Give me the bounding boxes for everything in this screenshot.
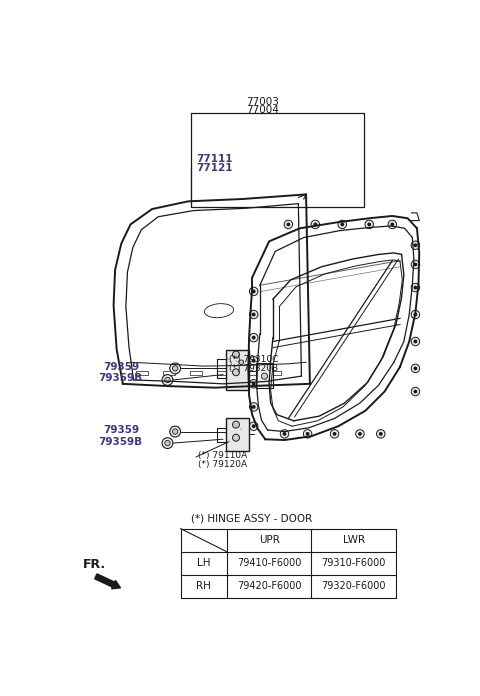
Text: 77121: 77121 xyxy=(196,164,232,173)
Circle shape xyxy=(252,290,256,293)
Bar xyxy=(190,372,202,375)
Text: 79420-F6000: 79420-F6000 xyxy=(237,581,301,592)
Bar xyxy=(226,418,249,451)
Circle shape xyxy=(356,429,364,438)
Circle shape xyxy=(411,241,420,249)
Circle shape xyxy=(411,260,420,269)
Bar xyxy=(244,372,256,375)
Circle shape xyxy=(252,335,256,340)
Circle shape xyxy=(283,432,287,436)
Text: LH: LH xyxy=(197,558,210,568)
Circle shape xyxy=(379,432,383,436)
Circle shape xyxy=(252,425,256,428)
Circle shape xyxy=(303,429,312,438)
Circle shape xyxy=(250,356,258,365)
Text: 79359: 79359 xyxy=(104,362,140,372)
Text: UPR: UPR xyxy=(259,535,279,545)
Circle shape xyxy=(232,421,240,428)
Circle shape xyxy=(411,310,420,319)
Text: LWR: LWR xyxy=(343,535,365,545)
Bar xyxy=(256,363,273,388)
Circle shape xyxy=(252,382,256,386)
Circle shape xyxy=(252,313,256,317)
Circle shape xyxy=(413,313,417,317)
Circle shape xyxy=(367,223,371,226)
Bar xyxy=(226,350,249,390)
Bar xyxy=(217,372,229,375)
Circle shape xyxy=(411,364,420,372)
Circle shape xyxy=(252,405,256,409)
Circle shape xyxy=(413,340,417,343)
Circle shape xyxy=(333,432,336,436)
Text: 79310-F6000: 79310-F6000 xyxy=(322,558,386,568)
Circle shape xyxy=(413,244,417,247)
Circle shape xyxy=(232,434,240,441)
Circle shape xyxy=(358,432,362,436)
Circle shape xyxy=(411,387,420,396)
Text: 79320-F6000: 79320-F6000 xyxy=(322,581,386,592)
Circle shape xyxy=(330,429,339,438)
Circle shape xyxy=(162,438,173,448)
Circle shape xyxy=(250,310,258,319)
Circle shape xyxy=(232,369,240,376)
Circle shape xyxy=(250,333,258,342)
Bar xyxy=(163,372,175,375)
Circle shape xyxy=(250,379,258,388)
Circle shape xyxy=(413,390,417,393)
Text: 77111: 77111 xyxy=(196,154,232,164)
Circle shape xyxy=(250,403,258,411)
Bar xyxy=(136,372,148,375)
Text: FR.: FR. xyxy=(83,558,106,571)
Circle shape xyxy=(250,287,258,296)
FancyArrow shape xyxy=(95,574,120,589)
Text: (*) HINGE ASSY - DOOR: (*) HINGE ASSY - DOOR xyxy=(191,514,312,523)
Circle shape xyxy=(306,432,310,436)
Circle shape xyxy=(413,367,417,370)
Text: (*) 79110A: (*) 79110A xyxy=(198,451,248,460)
Circle shape xyxy=(165,441,170,446)
Circle shape xyxy=(239,360,244,365)
Circle shape xyxy=(287,223,290,226)
Circle shape xyxy=(388,220,396,229)
Circle shape xyxy=(340,223,344,226)
Circle shape xyxy=(232,351,240,358)
Circle shape xyxy=(170,426,180,437)
Circle shape xyxy=(262,373,267,379)
Circle shape xyxy=(376,429,385,438)
Circle shape xyxy=(170,363,180,374)
Text: (*) 79320B: (*) 79320B xyxy=(229,364,278,373)
Text: (*) 79310C: (*) 79310C xyxy=(229,355,278,364)
Circle shape xyxy=(413,285,417,290)
Text: 79359B: 79359B xyxy=(98,436,142,447)
Text: 79359B: 79359B xyxy=(98,374,142,383)
Circle shape xyxy=(250,422,258,430)
Circle shape xyxy=(365,220,373,229)
Circle shape xyxy=(311,220,320,229)
Text: 79359: 79359 xyxy=(104,425,140,435)
Circle shape xyxy=(280,429,289,438)
Circle shape xyxy=(390,223,394,226)
Circle shape xyxy=(313,223,317,226)
Circle shape xyxy=(413,262,417,267)
Circle shape xyxy=(411,283,420,292)
Circle shape xyxy=(172,365,178,371)
Text: (*) 79120A: (*) 79120A xyxy=(198,460,247,469)
Circle shape xyxy=(172,429,178,434)
Circle shape xyxy=(284,220,293,229)
Circle shape xyxy=(165,377,170,383)
Text: 77003: 77003 xyxy=(247,97,279,107)
Circle shape xyxy=(411,338,420,346)
Text: 77004: 77004 xyxy=(247,105,279,115)
Text: 79410-F6000: 79410-F6000 xyxy=(237,558,301,568)
Circle shape xyxy=(252,359,256,363)
Text: RH: RH xyxy=(196,581,211,592)
Bar xyxy=(269,372,281,375)
Circle shape xyxy=(338,220,347,229)
Circle shape xyxy=(162,374,173,386)
